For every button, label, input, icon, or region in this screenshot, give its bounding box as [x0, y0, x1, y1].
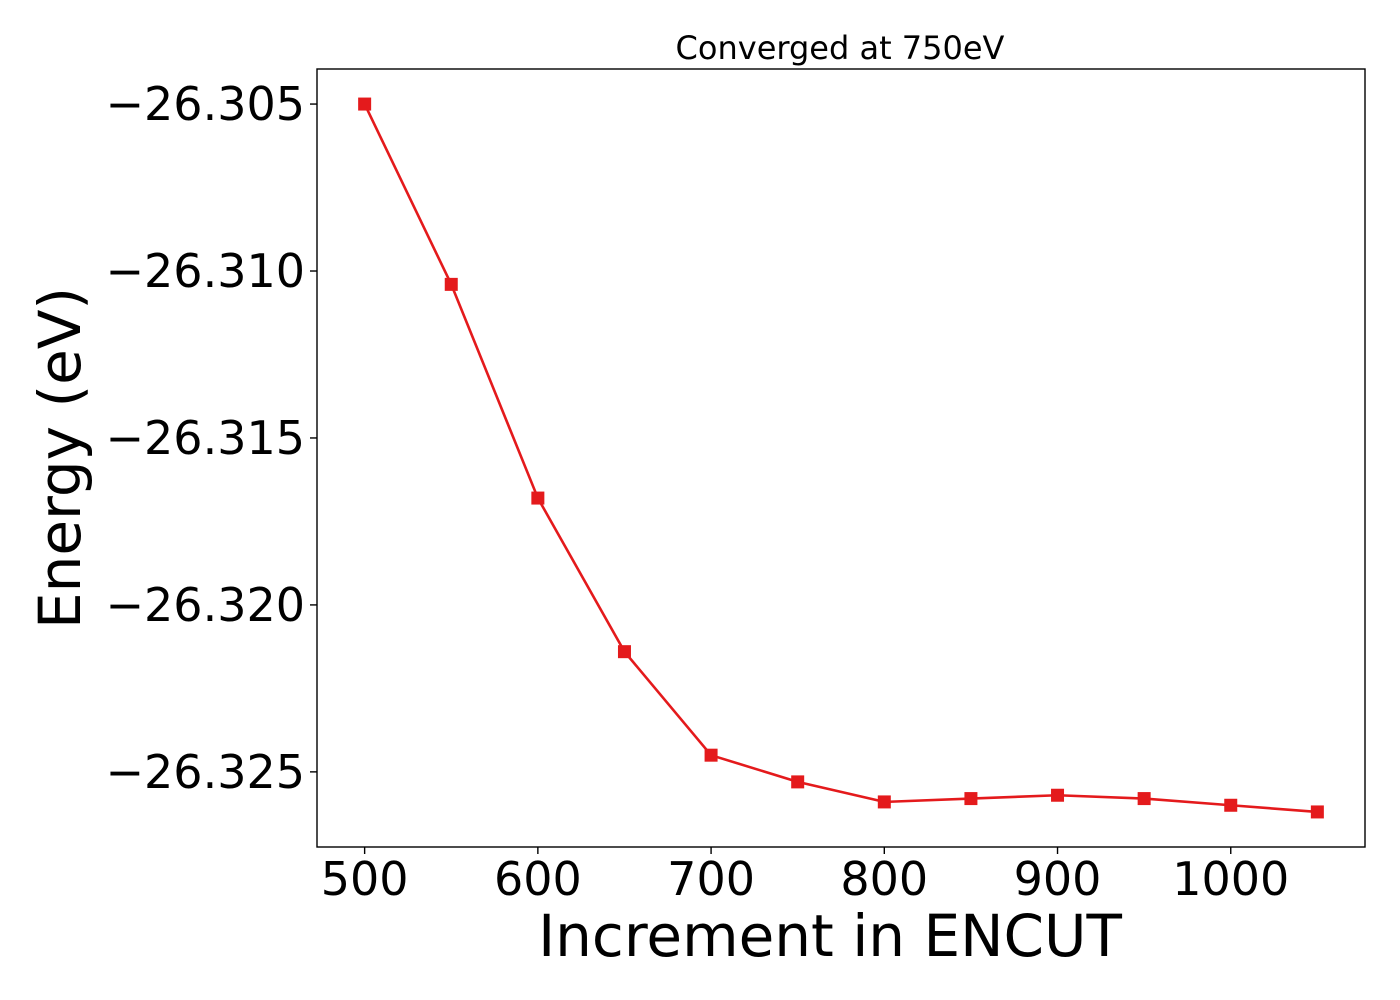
x-tick-label: 600 [494, 852, 582, 906]
data-point [1137, 792, 1151, 806]
x-tick-label: 900 [1014, 852, 1102, 906]
data-point [617, 645, 631, 659]
y-tick-label: −26.315 [106, 411, 306, 465]
y-tick-label: −26.325 [106, 745, 306, 799]
data-point [1224, 798, 1238, 812]
x-tick-label: 500 [321, 852, 409, 906]
data-point [877, 795, 891, 809]
series-line [363, 103, 1318, 814]
data-point [531, 491, 545, 505]
x-tick-label: 1000 [1172, 852, 1289, 906]
data-point [1051, 788, 1065, 802]
chart-title: Converged at 750eV [676, 29, 1005, 67]
data-point [358, 97, 372, 111]
x-axis-ticks: 500 600 700 800 900 1000 [321, 847, 1289, 906]
y-axis-ticks: −26.305 −26.310 −26.315 −26.320 −26.325 [106, 77, 317, 799]
x-tick-label: 700 [667, 852, 755, 906]
x-axis-label: Increment in ENCUT [538, 902, 1122, 970]
data-point [964, 792, 978, 806]
data-point [704, 748, 718, 762]
y-tick-label: −26.305 [106, 77, 306, 131]
series-layer [358, 97, 1324, 819]
y-tick-label: −26.320 [106, 578, 306, 632]
y-axis-label: Energy (eV) [26, 287, 94, 629]
y-tick-label: −26.310 [106, 244, 306, 298]
plot-area [316, 68, 1366, 848]
data-point [791, 775, 805, 789]
data-point [444, 277, 458, 291]
x-tick-label: 800 [840, 852, 928, 906]
data-point [1310, 805, 1324, 819]
